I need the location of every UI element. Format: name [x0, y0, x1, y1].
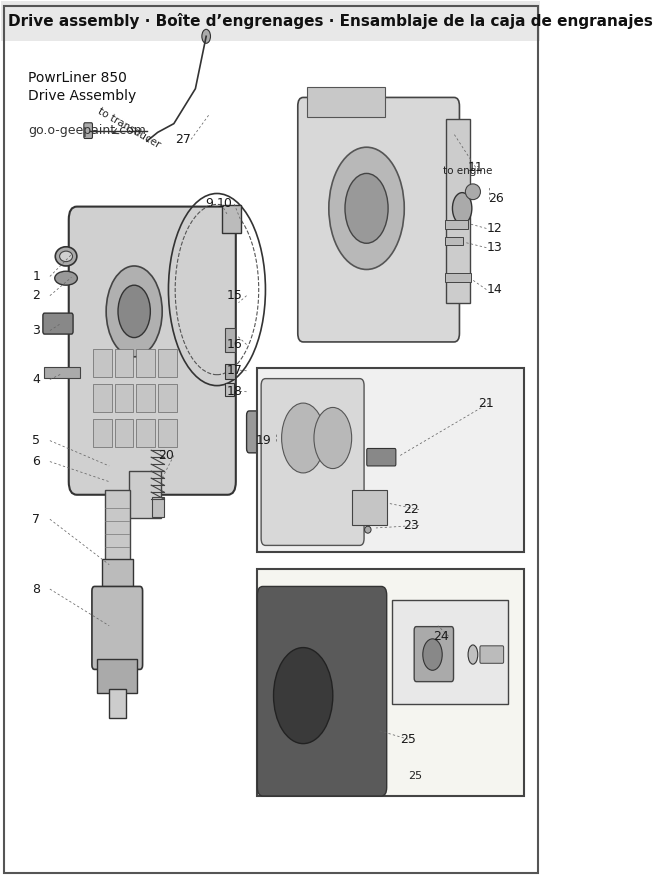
Text: to transducer: to transducer [95, 106, 162, 150]
Text: 6: 6 [32, 455, 40, 468]
FancyBboxPatch shape [43, 313, 73, 334]
Text: 4: 4 [32, 373, 40, 386]
Text: 15: 15 [226, 289, 242, 302]
FancyBboxPatch shape [152, 497, 163, 518]
FancyBboxPatch shape [446, 119, 470, 302]
FancyBboxPatch shape [105, 490, 130, 562]
Circle shape [345, 173, 388, 244]
Bar [114, 349, 134, 377]
Ellipse shape [365, 526, 371, 533]
Bar [114, 419, 134, 447]
Circle shape [329, 147, 405, 270]
Bar [392, 599, 508, 704]
Bar [93, 419, 112, 447]
Ellipse shape [54, 272, 77, 286]
FancyBboxPatch shape [101, 560, 133, 591]
Bar [93, 384, 112, 412]
FancyBboxPatch shape [69, 207, 236, 495]
Text: 13: 13 [487, 241, 503, 254]
Text: 22: 22 [403, 503, 419, 516]
Circle shape [202, 29, 210, 43]
FancyBboxPatch shape [298, 97, 460, 342]
Bar [257, 569, 524, 796]
Bar [257, 368, 524, 552]
Bar [225, 364, 235, 379]
Text: 19: 19 [256, 434, 271, 447]
Text: 1: 1 [32, 270, 40, 283]
Bar [114, 384, 134, 412]
Text: 9: 9 [205, 197, 213, 210]
FancyBboxPatch shape [92, 586, 142, 669]
Text: 27: 27 [175, 133, 192, 146]
Text: Drive Assembly: Drive Assembly [28, 88, 136, 102]
Text: to engine: to engine [444, 166, 493, 176]
Text: 23: 23 [403, 519, 419, 532]
Text: 21: 21 [478, 397, 495, 410]
Text: go.o-geepaint.com: go.o-geepaint.com [28, 124, 146, 137]
Circle shape [423, 639, 442, 670]
Text: 5: 5 [32, 434, 40, 447]
FancyBboxPatch shape [446, 237, 463, 245]
Bar [158, 384, 177, 412]
Bar [222, 205, 241, 233]
Ellipse shape [468, 645, 478, 664]
Text: 24: 24 [433, 630, 448, 643]
Bar [158, 419, 177, 447]
FancyBboxPatch shape [480, 646, 503, 663]
Text: 10: 10 [217, 197, 233, 210]
Text: 25: 25 [401, 732, 416, 745]
FancyBboxPatch shape [414, 626, 454, 682]
Circle shape [452, 193, 472, 224]
FancyBboxPatch shape [261, 378, 364, 546]
Text: 18: 18 [226, 385, 242, 399]
FancyBboxPatch shape [446, 220, 468, 230]
Ellipse shape [466, 184, 480, 200]
FancyBboxPatch shape [367, 449, 396, 466]
Text: 20: 20 [158, 449, 173, 462]
Bar [136, 384, 155, 412]
Bar [136, 349, 155, 377]
Text: 7: 7 [32, 512, 40, 526]
Bar [158, 349, 177, 377]
Bar [351, 491, 386, 526]
Text: 8: 8 [32, 583, 40, 596]
FancyBboxPatch shape [247, 411, 282, 453]
Text: 12: 12 [487, 222, 503, 235]
FancyBboxPatch shape [44, 367, 80, 378]
Ellipse shape [55, 247, 77, 266]
Bar [225, 328, 235, 352]
Text: 11: 11 [468, 161, 483, 173]
FancyBboxPatch shape [308, 87, 385, 117]
FancyBboxPatch shape [109, 689, 126, 718]
Text: 17: 17 [226, 364, 242, 378]
Bar [136, 419, 155, 447]
Text: 3: 3 [32, 324, 40, 337]
Text: 2: 2 [32, 289, 40, 302]
Text: 26: 26 [489, 192, 504, 205]
Text: 14: 14 [487, 283, 503, 296]
Bar [93, 349, 112, 377]
Text: PowrLiner 850: PowrLiner 850 [28, 71, 127, 85]
Circle shape [274, 647, 333, 744]
Circle shape [314, 407, 351, 469]
Text: 16: 16 [226, 338, 242, 351]
FancyBboxPatch shape [84, 123, 93, 138]
FancyBboxPatch shape [1, 2, 540, 40]
Bar [225, 383, 234, 396]
Circle shape [106, 266, 162, 357]
Circle shape [118, 286, 151, 337]
FancyBboxPatch shape [257, 586, 386, 796]
FancyBboxPatch shape [446, 273, 471, 282]
FancyBboxPatch shape [128, 471, 161, 519]
FancyBboxPatch shape [97, 659, 137, 693]
Circle shape [282, 403, 325, 473]
Text: Drive assembly · Boîte d’engrenages · Ensamblaje de la caja de engranajes: Drive assembly · Boîte d’engrenages · En… [8, 13, 653, 30]
Ellipse shape [60, 251, 73, 262]
Text: 25: 25 [409, 771, 423, 781]
